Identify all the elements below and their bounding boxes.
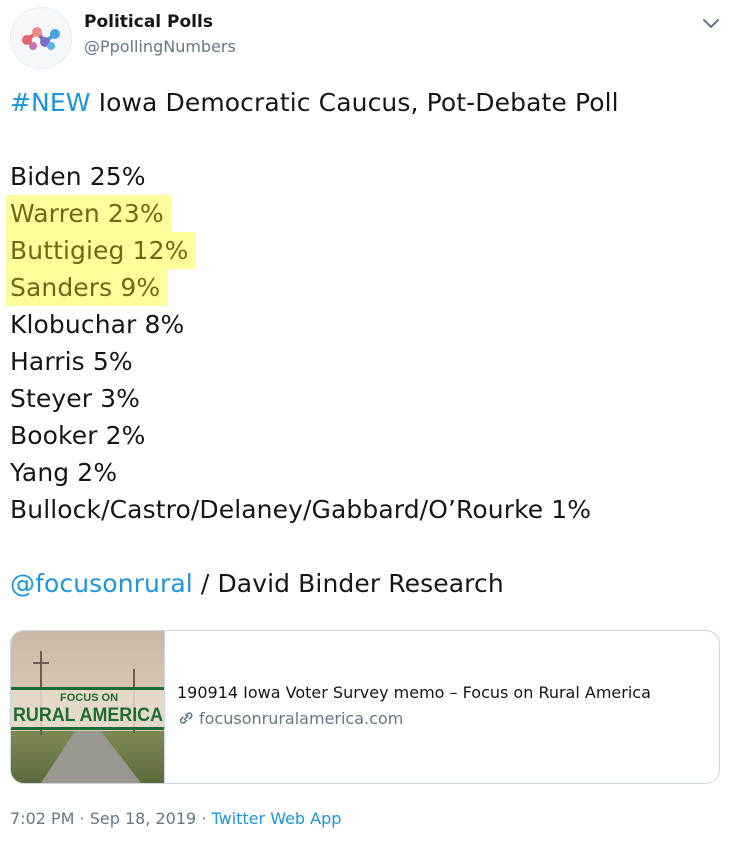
link-card[interactable]: FOCUS ON RURAL AMERICA 190914 Iowa Voter… [10,630,720,784]
card-domain-text: focusonruralamerica.com [199,709,404,728]
poll-result-line: Biden 25% [10,158,725,195]
avatar[interactable] [10,7,72,69]
meta-separator: · [196,809,212,828]
source-app-link[interactable]: Twitter Web App [211,809,342,828]
result-text: Bullock/Castro/Delaney/Gabbard/O’Rourke … [10,495,592,524]
mention-link[interactable]: @focusonrural [10,569,193,598]
poll-result-line: Sanders 9% [6,269,725,306]
card-image-line2: RURAL AMERICA [13,705,163,726]
result-text: Booker 2% [10,421,146,450]
polling-logo-icon [22,27,60,50]
highlighted-result: Buttigieg 12% [6,232,197,269]
card-image: FOCUS ON RURAL AMERICA [11,631,165,783]
highlighted-result: Sanders 9% [6,269,169,306]
headline-text: Iowa Democratic Caucus, Pot-Debate Poll [90,88,619,117]
tweet-headline: #NEW Iowa Democratic Caucus, Pot-Debate … [10,84,725,121]
result-text: Biden 25% [10,162,146,191]
tweet-source: @focusonrural / David Binder Research [10,565,725,602]
hashtag-link[interactable]: #NEW [10,88,91,117]
result-text: Klobuchar 8% [10,310,185,339]
poll-results: Biden 25% Warren 23% Buttigieg 12% Sanders … [6,158,725,528]
card-title[interactable]: 190914 Iowa Voter Survey memo – Focus on… [177,683,651,702]
poll-result-line: Yang 2% [10,454,725,491]
poll-result-line: Harris 5% [10,343,725,380]
chevron-down-icon [703,19,719,28]
poll-result-line: Buttigieg 12% [6,232,725,269]
result-text: Harris 5% [10,347,133,376]
highlighted-result: Warren 23% [6,195,172,232]
result-text: Yang 2% [10,458,118,487]
poll-result-line: Klobuchar 8% [10,306,725,343]
poll-result-line: Steyer 3% [10,380,725,417]
timestamp[interactable]: 7:02 PM · Sep 18, 2019 [10,809,197,828]
result-text: Steyer 3% [10,384,141,413]
card-image-line1: FOCUS ON [60,692,118,704]
author-name[interactable]: Political Polls [84,12,213,32]
source-text: / David Binder Research [192,569,504,598]
tweet-text: #NEW Iowa Democratic Caucus, Pot-Debate … [6,84,725,602]
poll-result-line: Bullock/Castro/Delaney/Gabbard/O’Rourke … [10,491,725,528]
poll-result-line: Warren 23% [6,195,725,232]
link-icon [179,712,193,724]
card-domain[interactable]: focusonruralamerica.com [177,709,403,728]
poll-result-line: Booker 2% [10,417,725,454]
author-handle[interactable]: @PpollingNumbers [84,37,236,56]
menu-button[interactable] [700,12,722,34]
tweet-meta: 7:02 PM · Sep 18, 2019 · Twitter Web App [10,809,341,828]
